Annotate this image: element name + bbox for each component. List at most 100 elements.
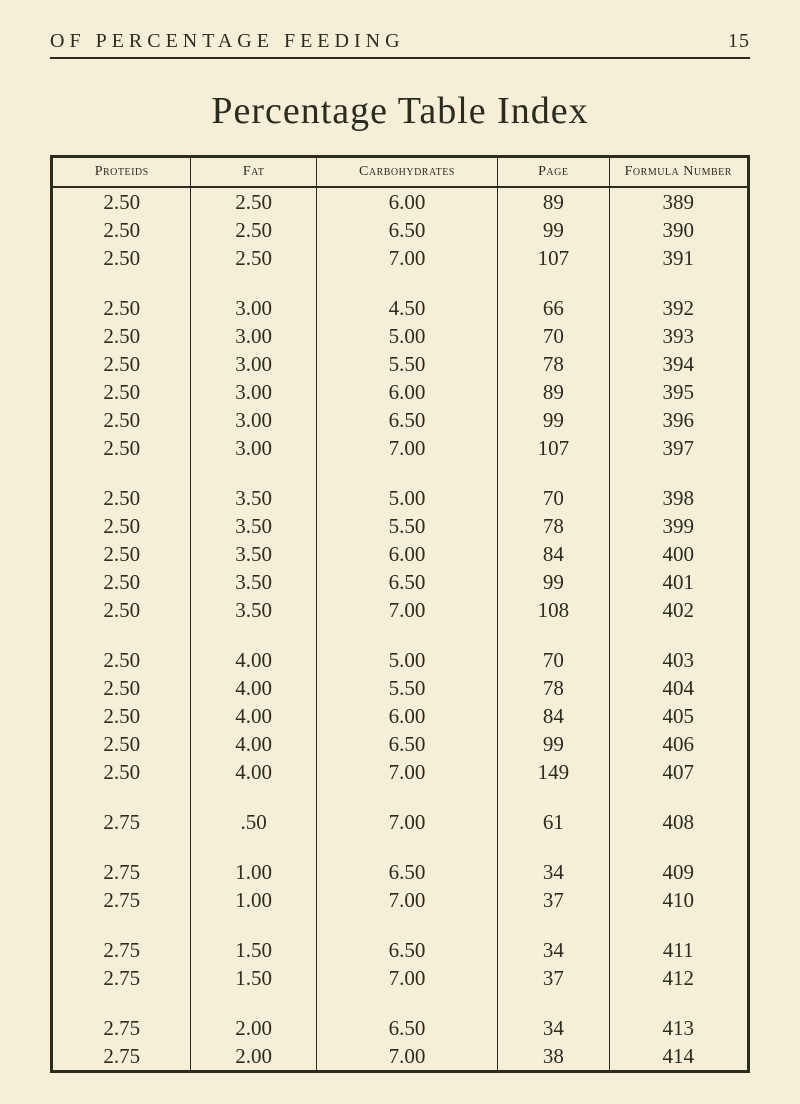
- gap-cell: [609, 462, 748, 484]
- gap-cell: [316, 992, 497, 1014]
- table-cell: 2.75: [52, 886, 191, 914]
- table-cell: 405: [609, 702, 748, 730]
- table-cell: 38: [498, 1042, 610, 1072]
- gap-cell: [191, 914, 316, 936]
- table-cell: 2.75: [52, 964, 191, 992]
- table-cell: 34: [498, 936, 610, 964]
- table-row: 2.503.506.0084400: [52, 540, 749, 568]
- gap-cell: [52, 914, 191, 936]
- table-row: 2.751.006.5034409: [52, 858, 749, 886]
- col-page: Page: [498, 157, 610, 188]
- table-cell: 2.50: [191, 216, 316, 244]
- gap-cell: [316, 272, 497, 294]
- group-gap: [52, 836, 749, 858]
- table-row: 2.504.005.5078404: [52, 674, 749, 702]
- table-cell: 411: [609, 936, 748, 964]
- table-cell: 2.50: [52, 294, 191, 322]
- table-row: 2.75.507.0061408: [52, 808, 749, 836]
- table-cell: 6.50: [316, 858, 497, 886]
- table-cell: 107: [498, 244, 610, 272]
- table-row: 2.503.005.0070393: [52, 322, 749, 350]
- gap-cell: [52, 786, 191, 808]
- table-cell: 6.00: [316, 540, 497, 568]
- table-cell: 6.50: [316, 568, 497, 596]
- table-cell: 2.00: [191, 1042, 316, 1072]
- table-cell: 2.75: [52, 936, 191, 964]
- table-cell: 99: [498, 568, 610, 596]
- table-cell: 4.50: [316, 294, 497, 322]
- group-gap: [52, 786, 749, 808]
- table-row: 2.502.507.00107391: [52, 244, 749, 272]
- table-cell: 4.00: [191, 758, 316, 786]
- gap-cell: [498, 624, 610, 646]
- table-row: 2.751.007.0037410: [52, 886, 749, 914]
- table-cell: 2.50: [52, 187, 191, 216]
- table-cell: 406: [609, 730, 748, 758]
- table-cell: 7.00: [316, 244, 497, 272]
- table-cell: 3.00: [191, 322, 316, 350]
- table-cell: 70: [498, 322, 610, 350]
- gap-cell: [609, 992, 748, 1014]
- gap-cell: [316, 462, 497, 484]
- table-cell: 7.00: [316, 596, 497, 624]
- table-row: 2.504.005.0070403: [52, 646, 749, 674]
- table-cell: 2.50: [52, 216, 191, 244]
- table-cell: 6.00: [316, 378, 497, 406]
- table-cell: 6.50: [316, 936, 497, 964]
- gap-cell: [498, 462, 610, 484]
- gap-cell: [316, 836, 497, 858]
- table-cell: 6.00: [316, 187, 497, 216]
- gap-cell: [191, 786, 316, 808]
- table-cell: 7.00: [316, 1042, 497, 1072]
- gap-cell: [609, 624, 748, 646]
- col-proteids: Proteids: [52, 157, 191, 188]
- table-cell: 3.50: [191, 568, 316, 596]
- table-row: 2.504.006.5099406: [52, 730, 749, 758]
- table-cell: 3.50: [191, 596, 316, 624]
- gap-cell: [316, 914, 497, 936]
- table-cell: 4.00: [191, 646, 316, 674]
- table-cell: 6.00: [316, 702, 497, 730]
- gap-cell: [191, 272, 316, 294]
- table-cell: 34: [498, 1014, 610, 1042]
- table-cell: 70: [498, 646, 610, 674]
- table-cell: 99: [498, 406, 610, 434]
- table-cell: 3.00: [191, 294, 316, 322]
- table-cell: 4.00: [191, 674, 316, 702]
- table-cell: 397: [609, 434, 748, 462]
- table-cell: 3.00: [191, 350, 316, 378]
- table-cell: 395: [609, 378, 748, 406]
- group-gap: [52, 462, 749, 484]
- table-cell: 78: [498, 512, 610, 540]
- table-cell: 394: [609, 350, 748, 378]
- table-cell: 6.50: [316, 730, 497, 758]
- table-cell: 393: [609, 322, 748, 350]
- table-cell: 2.50: [52, 322, 191, 350]
- gap-cell: [316, 624, 497, 646]
- group-gap: [52, 914, 749, 936]
- table-cell: 2.50: [52, 434, 191, 462]
- gap-cell: [52, 272, 191, 294]
- gap-cell: [609, 272, 748, 294]
- gap-cell: [609, 786, 748, 808]
- gap-cell: [498, 836, 610, 858]
- table-cell: 396: [609, 406, 748, 434]
- gap-cell: [52, 992, 191, 1014]
- table-row: 2.503.007.00107397: [52, 434, 749, 462]
- table-cell: 84: [498, 540, 610, 568]
- gap-cell: [609, 836, 748, 858]
- group-gap: [52, 272, 749, 294]
- table-cell: 6.50: [316, 406, 497, 434]
- table-cell: 2.50: [52, 244, 191, 272]
- col-carbohydrates: Carbohydrates: [316, 157, 497, 188]
- table-cell: 7.00: [316, 434, 497, 462]
- group-gap: [52, 992, 749, 1014]
- table-cell: 6.50: [316, 1014, 497, 1042]
- table-cell: 2.50: [52, 702, 191, 730]
- table-cell: 2.75: [52, 858, 191, 886]
- table-cell: 404: [609, 674, 748, 702]
- table-cell: 5.50: [316, 512, 497, 540]
- table-row: 2.503.505.5078399: [52, 512, 749, 540]
- table-cell: 1.50: [191, 936, 316, 964]
- table-cell: 2.50: [52, 596, 191, 624]
